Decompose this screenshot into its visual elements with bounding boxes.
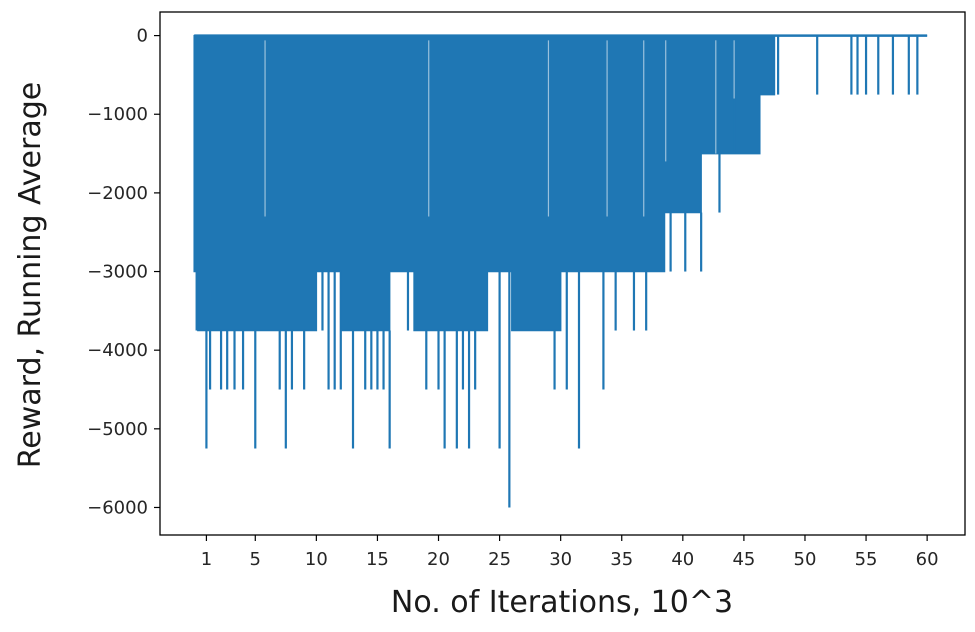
x-tick-label: 10 (305, 549, 328, 570)
x-tick-label: 45 (732, 549, 755, 570)
x-axis-title: No. of Iterations, 10^3 (391, 585, 733, 620)
x-tick-label: 60 (916, 549, 939, 570)
x-tick-label: 25 (488, 549, 511, 570)
y-tick-label: −4000 (87, 340, 148, 361)
y-tick-label: 0 (137, 26, 148, 47)
x-tick-label: 55 (855, 549, 878, 570)
y-tick-label: −5000 (87, 419, 148, 440)
y-tick-label: −6000 (87, 497, 148, 518)
x-tick-label: 35 (610, 549, 633, 570)
y-tick-label: −2000 (87, 183, 148, 204)
x-tick-label: 30 (549, 549, 572, 570)
plot-content (193, 34, 928, 508)
x-tick-label: 50 (794, 549, 817, 570)
y-tick-label: −1000 (87, 104, 148, 125)
x-tick-label: 1 (201, 549, 212, 570)
y-tick-label: −3000 (87, 262, 148, 283)
x-tick-label: 20 (427, 549, 450, 570)
y-axis: 0 −1000 −2000 −3000 −4000 −5000 −6000 (87, 26, 160, 518)
x-axis: 1 5 10 15 20 25 30 35 40 45 50 55 60 (201, 535, 939, 570)
x-tick-label: 15 (366, 549, 389, 570)
x-tick-label: 40 (671, 549, 694, 570)
y-axis-title: Reward, Running Average (13, 82, 48, 468)
plot-frame (159, 11, 966, 536)
x-tick-label: 5 (250, 549, 261, 570)
